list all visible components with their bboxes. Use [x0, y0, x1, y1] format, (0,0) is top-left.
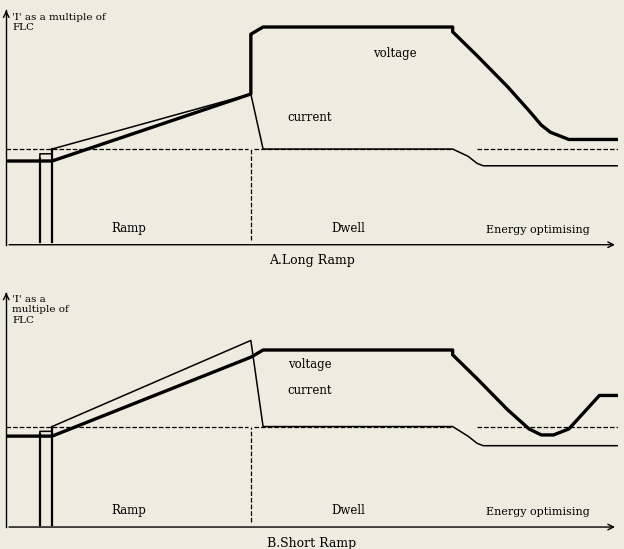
Text: current: current: [288, 111, 332, 125]
Text: Dwell: Dwell: [332, 505, 366, 518]
Text: current: current: [288, 384, 332, 397]
Text: Dwell: Dwell: [332, 222, 366, 235]
Text: voltage: voltage: [288, 358, 331, 371]
Text: Ramp: Ramp: [111, 222, 146, 235]
Text: A.Long Ramp: A.Long Ramp: [269, 254, 355, 267]
Text: Ramp: Ramp: [111, 505, 146, 518]
Text: 'I' as a
multiple of
FLC: 'I' as a multiple of FLC: [12, 295, 69, 325]
Text: B.Short Ramp: B.Short Ramp: [267, 536, 357, 549]
Text: 'I' as a multiple of
FLC: 'I' as a multiple of FLC: [12, 13, 106, 32]
Text: Energy optimising: Energy optimising: [486, 507, 590, 518]
Text: voltage: voltage: [373, 47, 417, 60]
Text: Energy optimising: Energy optimising: [486, 225, 590, 235]
